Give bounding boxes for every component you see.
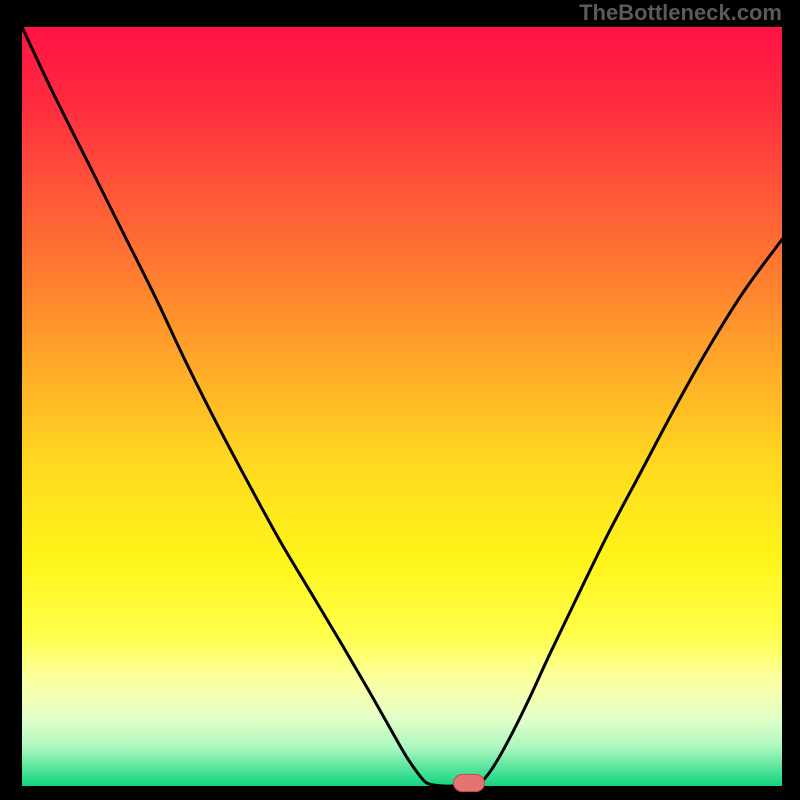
chart-container: TheBottleneck.com (0, 0, 800, 800)
optimum-marker (453, 774, 485, 792)
curve-path (22, 27, 782, 786)
plot-area (22, 27, 782, 786)
attribution-label: TheBottleneck.com (579, 0, 782, 26)
bottleneck-curve (22, 27, 782, 786)
